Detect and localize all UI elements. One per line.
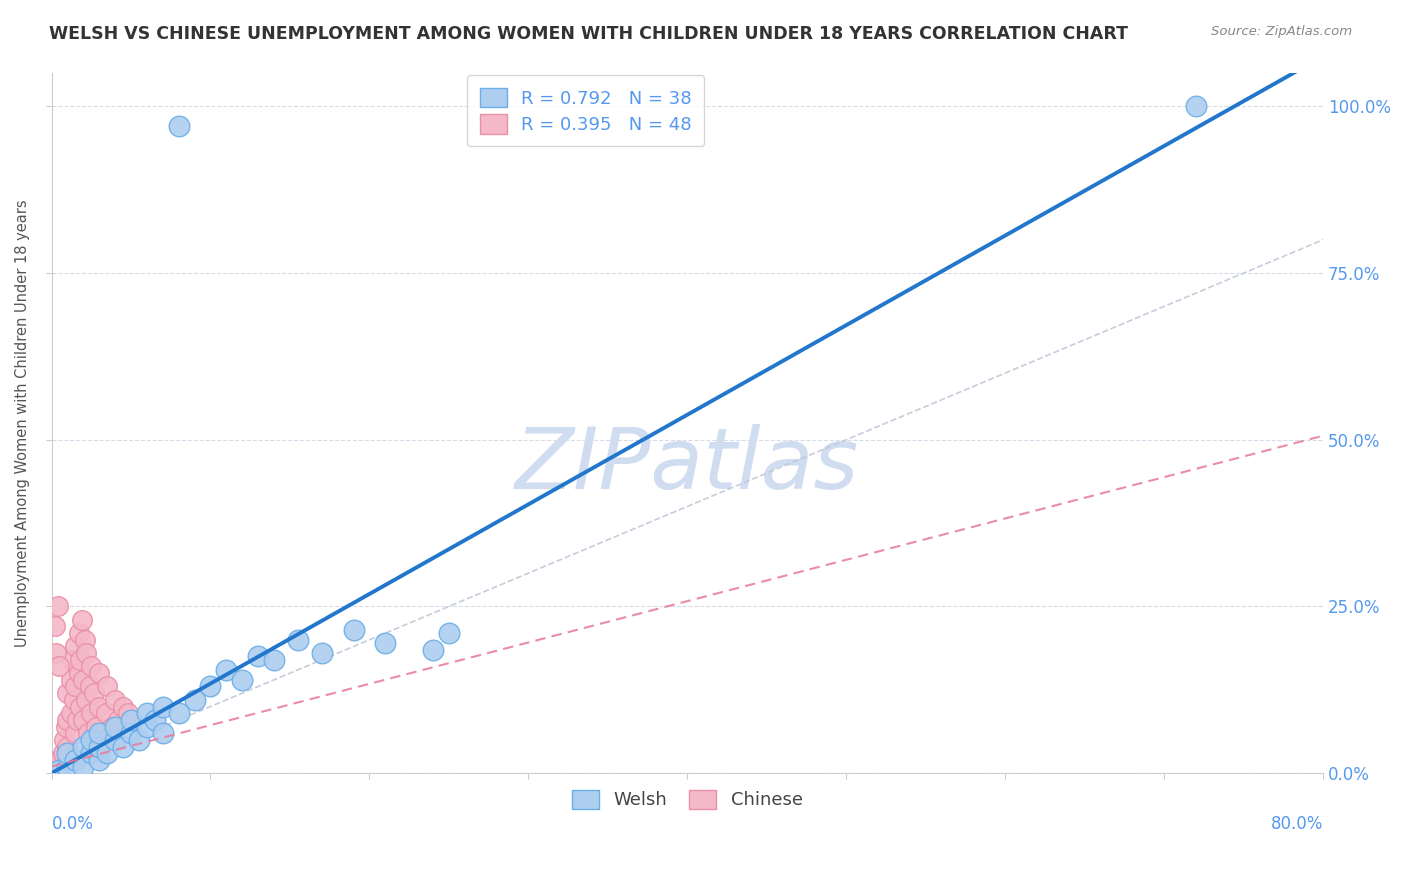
Point (287, 632, 309, 647)
Point (89, 726, 111, 740)
Point (215, 663, 238, 677)
Point (48, 753, 70, 767)
Point (342, 623, 364, 637)
Point (167, 706, 190, 721)
Point (120, 713, 142, 727)
Point (112, 739, 135, 754)
Point (117, 706, 139, 721)
Point (200, 680, 222, 694)
Point (104, 732, 127, 747)
Text: ZIPatlas: ZIPatlas (515, 424, 859, 507)
Text: 0.0%: 0.0% (52, 815, 93, 833)
Point (80, 732, 103, 747)
Point (56, 746, 79, 760)
Point (56, 739, 79, 754)
Point (53, 732, 76, 747)
Point (60, 653, 83, 667)
Point (67, 666, 90, 681)
Point (311, 646, 333, 660)
Point (62, 693, 84, 707)
Point (107, 713, 129, 727)
Point (44, 619, 66, 633)
Point (67, 626, 90, 640)
Point (104, 693, 127, 707)
Point (46, 599, 69, 614)
Point (152, 699, 174, 714)
Point (72, 713, 94, 727)
Point (48, 763, 70, 777)
Point (143, 713, 166, 727)
Point (65, 680, 87, 694)
Point (45, 764, 67, 779)
Point (89, 666, 111, 681)
Point (89, 753, 111, 767)
Point (135, 719, 157, 733)
Point (84, 719, 107, 733)
Point (48, 659, 70, 673)
Point (128, 732, 150, 747)
Point (65, 753, 87, 767)
Point (91, 732, 114, 747)
Point (1185, 99, 1208, 113)
Point (96, 746, 118, 760)
Point (437, 626, 460, 640)
Point (59, 706, 82, 721)
Point (56, 713, 79, 727)
Point (70, 613, 93, 627)
Point (66, 713, 89, 727)
Point (422, 642, 444, 657)
Text: WELSH VS CHINESE UNEMPLOYMENT AMONG WOMEN WITH CHILDREN UNDER 18 YEARS CORRELATI: WELSH VS CHINESE UNEMPLOYMENT AMONG WOME… (49, 25, 1128, 43)
Point (80, 706, 103, 721)
Point (59, 673, 82, 687)
Point (231, 673, 253, 687)
Point (72, 759, 94, 773)
Point (80, 659, 103, 673)
Point (112, 699, 135, 714)
Point (73, 632, 96, 647)
Point (89, 699, 111, 714)
Point (152, 726, 174, 740)
Point (76, 693, 98, 707)
Text: 80.0%: 80.0% (1271, 815, 1323, 833)
Point (82, 739, 104, 754)
Point (55, 719, 77, 733)
Point (135, 706, 157, 721)
Point (72, 739, 94, 754)
Point (72, 673, 94, 687)
Point (89, 739, 111, 754)
Point (96, 680, 118, 694)
Legend: Welsh, Chinese: Welsh, Chinese (565, 782, 810, 817)
Point (52, 746, 75, 760)
Point (101, 719, 124, 733)
Point (183, 693, 205, 707)
Point (48, 759, 70, 773)
Point (56, 759, 79, 773)
Point (80, 746, 103, 760)
Y-axis label: Unemployment Among Women with Children Under 18 years: Unemployment Among Women with Children U… (15, 199, 30, 647)
Point (94, 706, 117, 721)
Point (77, 726, 100, 740)
Point (104, 719, 127, 733)
Point (247, 649, 270, 664)
Point (120, 726, 142, 740)
Text: Source: ZipAtlas.com: Source: ZipAtlas.com (1212, 25, 1353, 38)
Point (45, 646, 67, 660)
Point (79, 680, 101, 694)
Point (76, 646, 98, 660)
Point (374, 636, 396, 650)
Point (83, 686, 105, 700)
Point (167, 120, 190, 134)
Point (69, 653, 91, 667)
Point (69, 699, 91, 714)
Point (65, 726, 87, 740)
Point (56, 686, 79, 700)
Point (263, 653, 285, 667)
Point (65, 640, 87, 654)
